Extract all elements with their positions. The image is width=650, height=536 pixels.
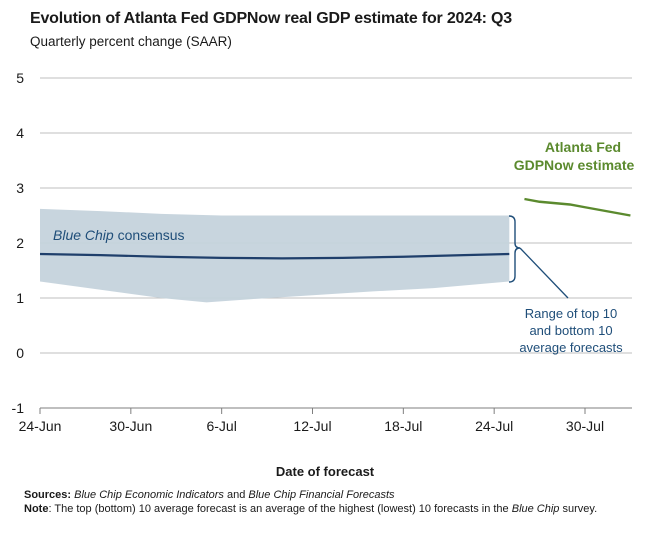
note-line: Note: The top (bottom) 10 average foreca…: [24, 502, 634, 516]
gdpnow-label-line2: GDPNow estimate: [514, 157, 635, 173]
range-label-line3: average forecasts: [519, 340, 623, 355]
x-tick-label: 30-Jun: [109, 418, 152, 434]
note-text-1: : The top (bottom) 10 average forecast i…: [48, 503, 512, 515]
sources-and: and: [223, 489, 249, 501]
y-tick-label: 5: [16, 70, 24, 86]
x-tick-label: 24-Jun: [19, 418, 62, 434]
chart-title: Evolution of Atlanta Fed GDPNow real GDP…: [30, 10, 512, 27]
forecast-range-band: [40, 208, 510, 303]
note-bluechip: Blue Chip: [511, 503, 560, 515]
x-tick-label: 24-Jul: [475, 418, 513, 434]
note-label: Note: [24, 503, 49, 515]
x-tick-label: 12-Jul: [293, 418, 331, 434]
range-bracket: [508, 215, 521, 283]
consensus-label: Blue Chip consensus: [53, 227, 185, 243]
chart-notes: Sources: Blue Chip Economic Indicators a…: [24, 488, 634, 516]
source-2: Blue Chip Financial Forecasts: [248, 489, 395, 501]
y-tick-label: 4: [16, 125, 24, 141]
x-tick-label: 18-Jul: [384, 418, 422, 434]
range-label-line2: and bottom 10: [529, 323, 612, 338]
bluechip-consensus-line: [39, 252, 510, 260]
range-label-line1: Range of top 10: [525, 306, 618, 321]
note-text-2: survey.: [559, 503, 598, 515]
source-1: Blue Chip Economic Indicators: [74, 489, 224, 501]
y-tick-label: 1: [16, 290, 24, 306]
range-leader-line: [519, 247, 569, 299]
x-axis-title: Date of forecast: [275, 464, 375, 479]
gdpnow-estimate-line: [524, 197, 631, 217]
y-tick-label: 0: [16, 345, 24, 361]
y-tick-label: 3: [16, 180, 24, 196]
sources-label: Sources:: [24, 489, 72, 501]
x-tick-label: 30-Jul: [566, 418, 604, 434]
gdpnow-label-line1: Atlanta Fed: [545, 139, 621, 155]
chart-plot: -1 0 1 2 3 4 5 24-Jun 30-Jun 6-Jul 12-Jul 18-Jul 24-…: [12, 70, 635, 434]
sources-line: Sources: Blue Chip Economic Indicators a…: [24, 488, 634, 502]
y-tick-label: -1: [12, 400, 25, 416]
y-tick-label: 2: [16, 235, 24, 251]
chart-subtitle: Quarterly percent change (SAAR): [30, 34, 232, 49]
x-tick-label: 6-Jul: [206, 418, 236, 434]
